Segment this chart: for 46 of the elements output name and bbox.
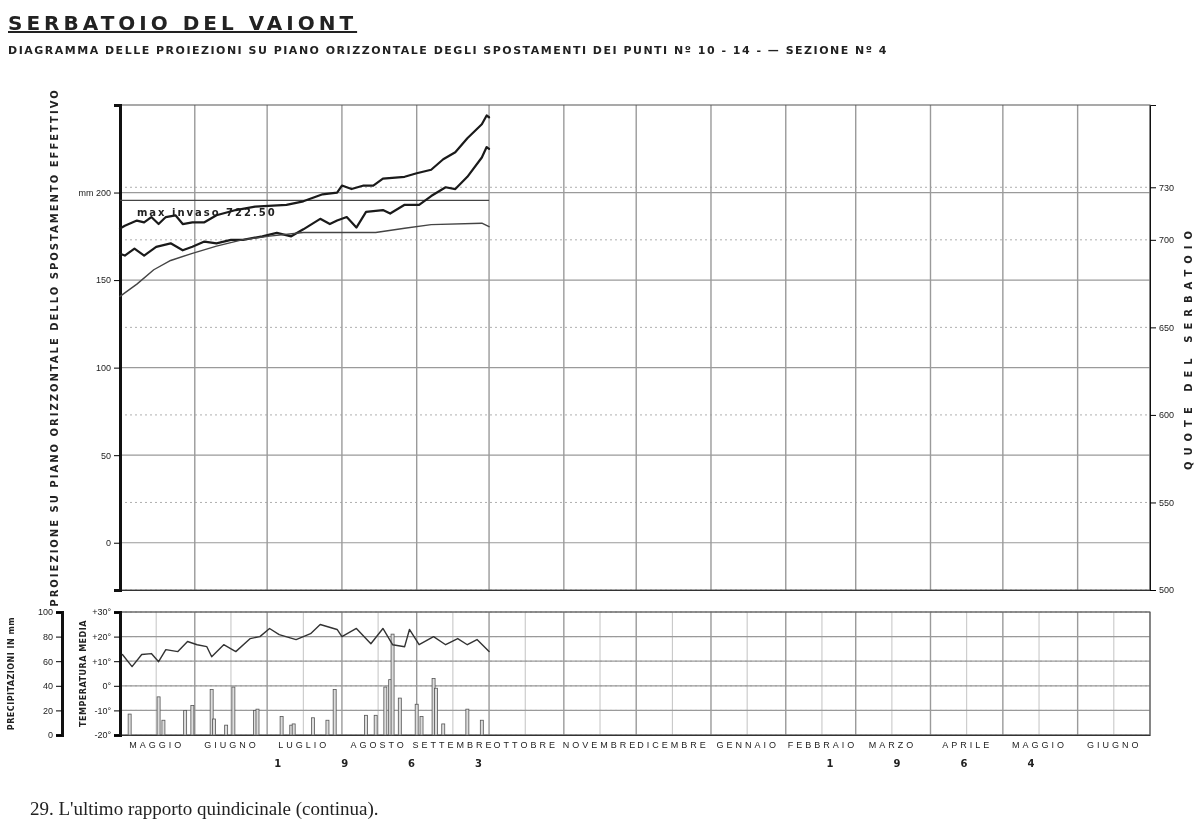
x-tick-label: APRILE	[942, 740, 993, 750]
y-tick-label: 40	[42, 681, 53, 692]
x-tick-label: MAGGIO	[129, 740, 185, 750]
chart-subtitle: DIAGRAMMA DELLE PROIEZIONI SU PIANO ORIZZONTALE DEGLI SPOSTAMENTI DEI PUNTI Nº 10 - 14 - — SEZIONE Nº 4	[8, 44, 888, 57]
y-tick-label: 20	[42, 705, 53, 716]
x-tick-label: OTTOBRE	[493, 740, 558, 750]
y2-tick-label: 0°	[102, 681, 112, 692]
y2-axis-title: QUOTE DEL SERBATOIO	[1183, 224, 1194, 471]
y2-tick-label: 600	[1159, 410, 1175, 421]
text: 29. L'ultimo rapporto quindicinale (continua).	[30, 798, 379, 820]
y2-tick-label: 650	[1159, 322, 1175, 333]
x-tick-label: AGOSTO	[350, 740, 407, 750]
y2-tick-label: -10°	[94, 705, 112, 716]
x-tick-label: SETTEMBRE	[412, 740, 495, 750]
x-tick-label: FEBBRAIO	[787, 740, 858, 750]
y2-tick-label: 550	[1159, 497, 1175, 508]
x-tick-label: NOVEMBRE	[562, 740, 639, 750]
y-tick-label: 50	[100, 450, 111, 461]
y-tick-label: 0	[47, 730, 53, 741]
y2-tick-label: 730	[1159, 182, 1175, 193]
y-tick-label: 100	[95, 363, 111, 374]
x-tick-label: GIUGNO	[1087, 740, 1142, 750]
y2-tick-label: 700	[1159, 235, 1175, 246]
chart-title: SERBATOIO DEL VAIONT	[8, 11, 358, 35]
y-tick-label: 100	[37, 607, 53, 618]
y2-tick-label: 500	[1159, 585, 1175, 596]
text: 1964	[826, 758, 1095, 769]
x-tick-label: LUGLIO	[278, 740, 330, 750]
x-tick-label: MARZO	[868, 740, 917, 750]
y-axis-title: PROIEZIONE SU PIANO ORIZZONTALE DELLO SPOSTAMENTO EFFETTIVO	[49, 88, 60, 607]
y-axis-title: PRECIPITAZIONI IN mm	[7, 616, 16, 731]
y-tick-label: mm 200	[78, 187, 111, 198]
x-tick-label: GIUGNO	[204, 740, 259, 750]
y2-tick-label: +30°	[92, 607, 112, 618]
x-tick-label: MAGGIO	[1012, 740, 1068, 750]
text: 1963	[274, 758, 543, 769]
y-tick-label: 80	[42, 631, 53, 642]
x-tick-label: GENNAIO	[716, 740, 779, 750]
y2-tick-label: +10°	[92, 656, 112, 667]
y-tick-label: 150	[95, 275, 111, 286]
y2-tick-label: +20°	[92, 631, 112, 642]
y-tick-label: 0	[105, 538, 111, 549]
x-tick-label: DICEMBRE	[637, 740, 709, 750]
y-tick-label: 60	[42, 656, 53, 667]
y2-tick-label: -20°	[94, 730, 112, 741]
y2-axis-title: TEMPERATURA MEDIA	[79, 619, 88, 727]
